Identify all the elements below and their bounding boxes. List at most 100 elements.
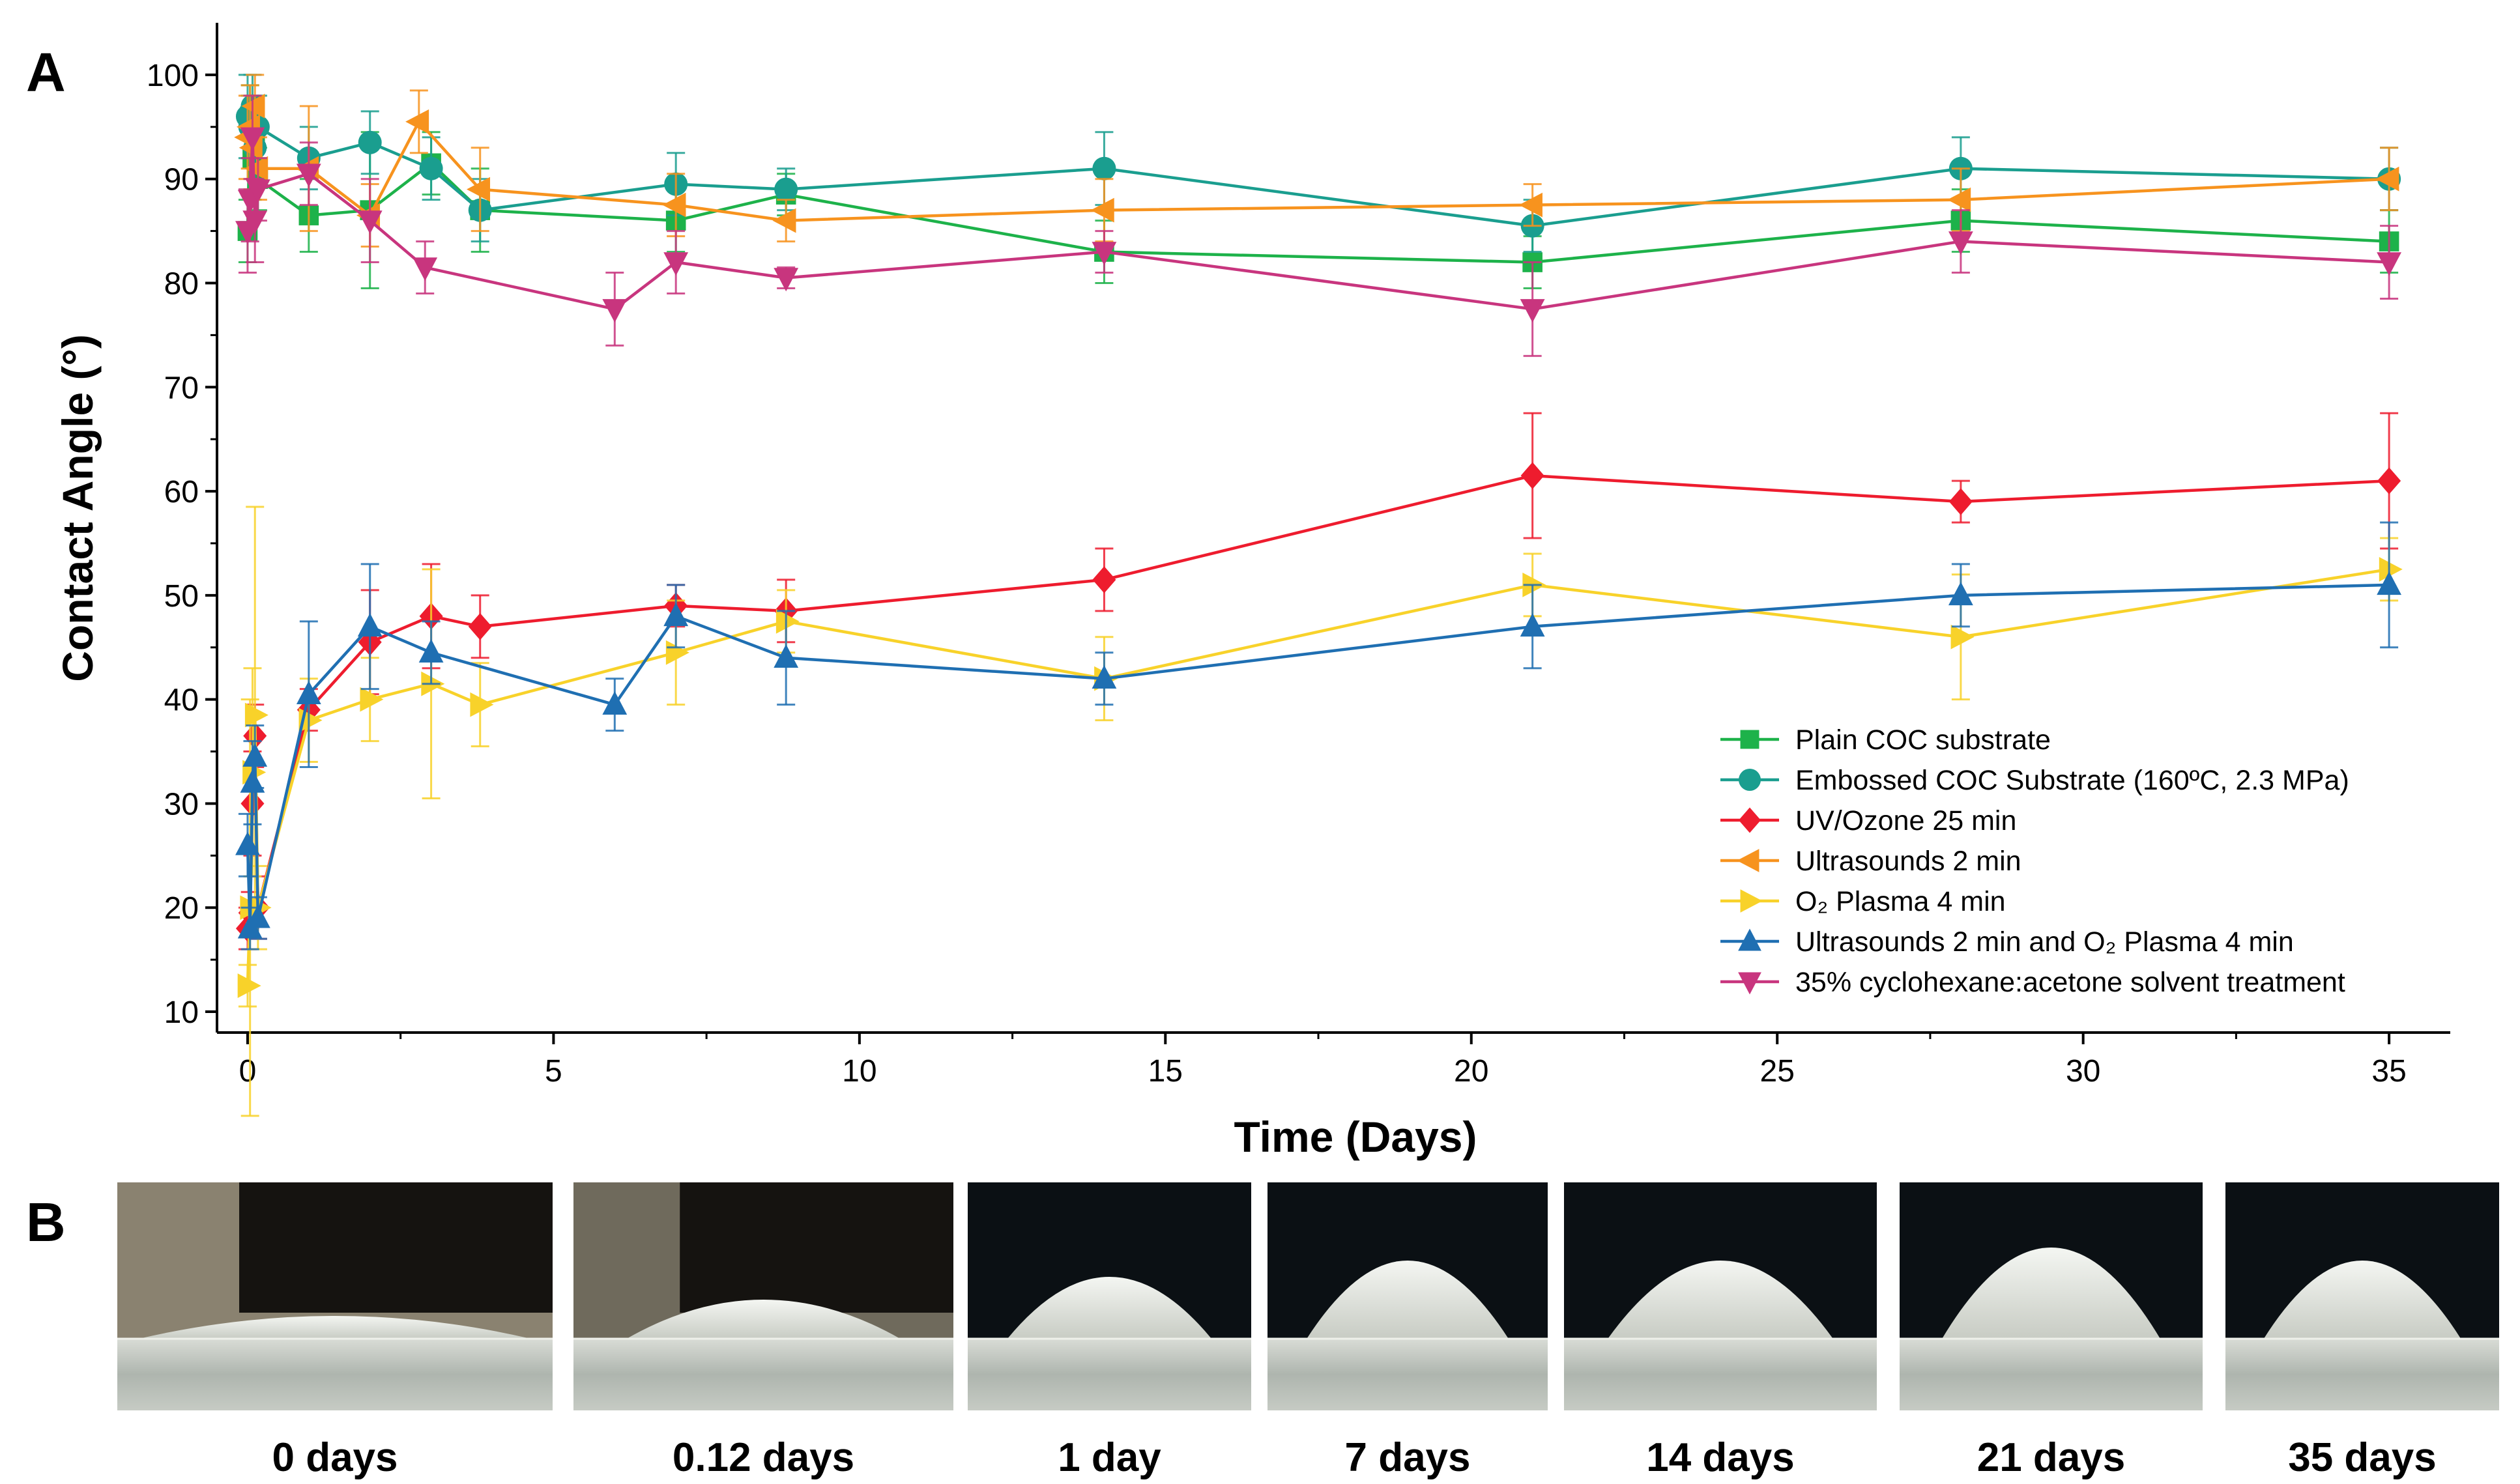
photo-caption: 35 days xyxy=(2288,1435,2437,1480)
photo-caption: 0.12 days xyxy=(673,1435,854,1480)
dark-backdrop xyxy=(239,1182,553,1313)
legend-marker xyxy=(1739,769,1761,791)
droplet xyxy=(1307,1261,1509,1339)
x-tick-label: 15 xyxy=(1148,1054,1183,1089)
data-point xyxy=(1947,187,1971,212)
series-7 xyxy=(235,94,2402,357)
droplet xyxy=(1942,1248,2160,1339)
data-point xyxy=(663,603,689,627)
data-point xyxy=(1092,566,1116,593)
data-point xyxy=(237,973,261,998)
legend-marker xyxy=(1738,972,1761,995)
droplet xyxy=(2263,1261,2461,1339)
data-point xyxy=(405,109,429,134)
y-axis-title: Contact Angle (°) xyxy=(53,334,102,682)
data-point xyxy=(2377,252,2402,276)
axes: 10 20 30 40 50 60 70 80 90 100 0 5 10 15 20 25 30 35 xyxy=(147,23,2450,1089)
data-point xyxy=(1948,488,1973,515)
substrate xyxy=(1267,1339,1548,1410)
x-axis-title: Time (Days) xyxy=(1234,1113,1477,1161)
data-point xyxy=(360,687,384,712)
series-1 xyxy=(237,84,2399,289)
y-tick-label: 90 xyxy=(164,163,199,197)
panel-label-b: B xyxy=(26,1191,66,1253)
legend-label: 35% cyclohexane:acetone solvent treatmen… xyxy=(1795,967,2345,998)
data-point xyxy=(1092,156,1116,180)
data-point xyxy=(665,640,689,665)
data-point xyxy=(419,156,443,180)
photo-caption: 14 days xyxy=(1646,1435,1795,1480)
dark-backdrop xyxy=(680,1182,953,1313)
data-point xyxy=(244,156,268,181)
data-point xyxy=(1950,624,1975,649)
y-tick-label: 80 xyxy=(164,266,199,301)
series-line xyxy=(246,104,2390,222)
legend-label: Plain COC substrate xyxy=(1795,724,2051,756)
series-line xyxy=(246,115,2390,264)
data-point xyxy=(244,702,268,728)
droplet xyxy=(626,1300,901,1339)
data-point xyxy=(602,299,628,323)
substrate xyxy=(1900,1339,2203,1410)
series-3 xyxy=(235,412,2401,950)
data-point xyxy=(296,680,321,704)
photo-6: 21 days xyxy=(1900,1182,2203,1480)
data-point xyxy=(2377,467,2401,494)
substrate xyxy=(1564,1339,1877,1410)
droplet xyxy=(1608,1261,1833,1339)
series-5 xyxy=(237,506,2403,1117)
series-line xyxy=(246,136,2390,311)
data-point xyxy=(242,743,268,767)
photo-2: 0.12 days xyxy=(573,1182,953,1480)
data-point xyxy=(240,769,265,793)
data-point xyxy=(240,127,265,151)
data-point xyxy=(1520,299,1545,323)
data-point xyxy=(1520,613,1545,637)
photo-5: 14 days xyxy=(1564,1182,1877,1480)
data-point xyxy=(357,613,383,637)
data-point xyxy=(1092,242,1117,266)
data-point xyxy=(1518,192,1542,218)
data-point xyxy=(246,179,270,203)
legend-marker xyxy=(1740,730,1760,749)
data-point xyxy=(1090,197,1114,223)
droplet xyxy=(139,1316,531,1339)
legend-label: O₂ Plasma 4 min xyxy=(1795,886,2006,917)
data-point xyxy=(602,691,628,715)
legend-label: Ultrasounds 2 min xyxy=(1795,846,2021,877)
data-point xyxy=(470,692,494,717)
y-tick-label: 50 xyxy=(164,579,199,614)
x-tick-label: 25 xyxy=(1760,1054,1795,1089)
legend: Plain COC substrate Embossed COC Substrat… xyxy=(1720,724,2349,998)
y-tick-label: 100 xyxy=(147,59,199,93)
photo-1: 0 days xyxy=(117,1182,553,1480)
data-point xyxy=(242,210,268,235)
data-point xyxy=(357,210,383,235)
data-point xyxy=(772,208,796,233)
data-point xyxy=(662,192,686,218)
data-point xyxy=(418,639,444,663)
legend-label: Ultrasounds 2 min and O₂ Plasma 4 min xyxy=(1795,926,2294,958)
data-point xyxy=(774,644,799,668)
x-tick-label: 0 xyxy=(239,1054,257,1089)
x-tick-label: 10 xyxy=(842,1054,876,1089)
data-point xyxy=(1948,231,1973,255)
x-tick-label: 20 xyxy=(1454,1054,1488,1089)
data-point xyxy=(2377,571,2402,595)
legend-marker xyxy=(1739,807,1761,833)
data-point xyxy=(358,130,382,154)
legend-marker xyxy=(1738,928,1761,951)
x-tick-label: 30 xyxy=(2066,1054,2100,1089)
y-tick-label: 60 xyxy=(164,475,199,509)
x-tick-label: 5 xyxy=(545,1054,562,1089)
substrate xyxy=(573,1339,953,1410)
series-line xyxy=(246,474,2390,929)
data-point xyxy=(1520,462,1544,489)
photo-7: 35 days xyxy=(2225,1182,2499,1480)
data-point xyxy=(246,904,270,928)
series-layer xyxy=(234,74,2403,1117)
data-point xyxy=(468,613,492,640)
substrate xyxy=(117,1339,553,1410)
data-point xyxy=(774,268,799,292)
series-line xyxy=(246,583,2390,930)
